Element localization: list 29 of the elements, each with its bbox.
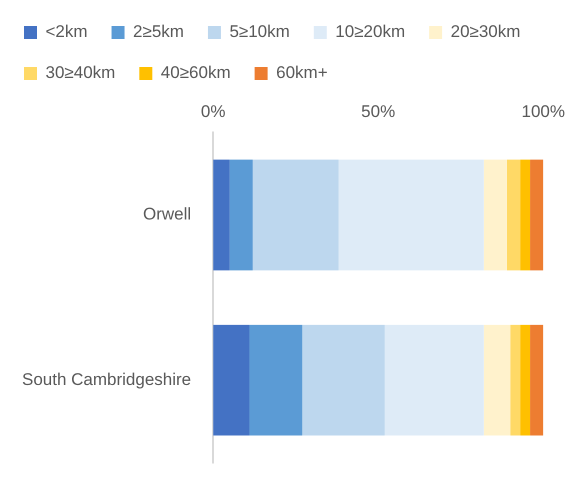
bar (213, 160, 230, 270)
x-tick-label: 50% (361, 102, 396, 121)
bar (520, 160, 530, 270)
bar (384, 324, 484, 436)
x-tick-label: 0% (200, 102, 226, 121)
bar (338, 160, 484, 270)
bar (530, 160, 544, 270)
legend-label: 2≥5km (133, 22, 184, 42)
y-tick-label: Orwell (142, 204, 192, 224)
legend-label: 5≥10km (229, 22, 290, 42)
bar (230, 160, 253, 270)
bar (484, 324, 510, 436)
bar (213, 324, 250, 436)
y-tick-label: South Cambridgeshire (22, 370, 192, 389)
legend-label: 30≥40km (46, 63, 116, 82)
legend-label: 10≥20km (335, 22, 406, 42)
bar (510, 324, 520, 436)
x-tick-label: 100% (522, 102, 565, 121)
legend-label: <2km (46, 22, 88, 42)
bar (520, 324, 530, 436)
bar (530, 324, 544, 436)
bar (506, 160, 520, 270)
bar (252, 160, 339, 270)
bar (484, 160, 507, 270)
legend-label: 60km+ (276, 63, 328, 82)
bar (249, 324, 302, 436)
legend-label: 20≥30km (450, 22, 520, 42)
bar (302, 324, 385, 436)
legend-label: 40≥60km (160, 63, 231, 82)
